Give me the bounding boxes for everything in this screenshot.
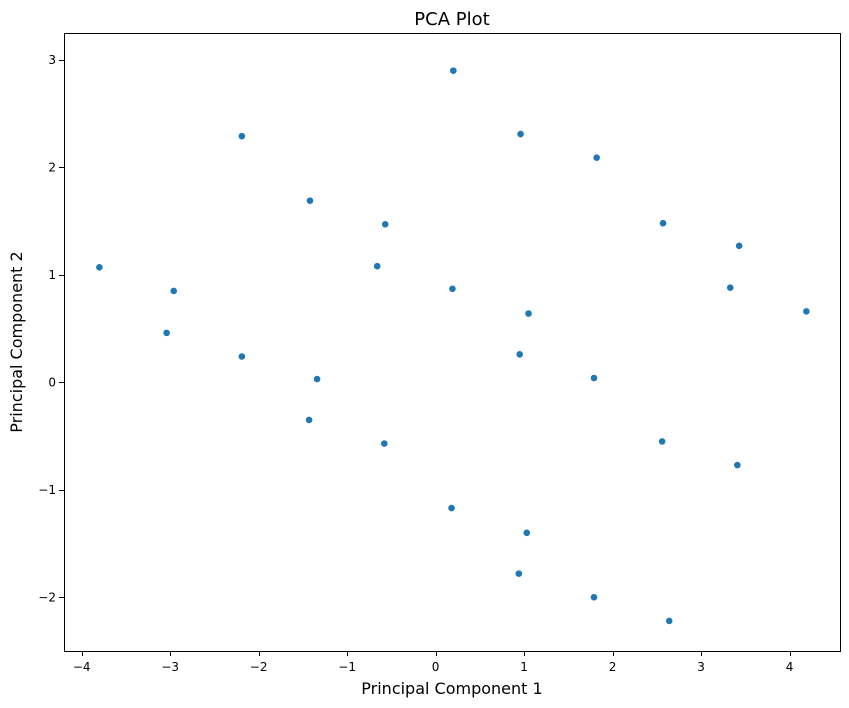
y-tick-label: 0 — [48, 375, 56, 389]
x-tick-label: 4 — [786, 660, 794, 674]
x-tick-label: −4 — [73, 660, 91, 674]
x-axis-label: Principal Component 1 — [361, 679, 542, 698]
data-point — [448, 284, 457, 293]
data-point — [380, 439, 389, 448]
data-point — [590, 374, 598, 382]
data-point — [447, 504, 456, 512]
data-point — [306, 196, 314, 205]
data-point — [590, 593, 598, 602]
x-tick-label: 0 — [432, 660, 440, 674]
data-point — [524, 309, 533, 318]
data-point — [162, 328, 171, 337]
data-point — [726, 283, 735, 292]
data-point — [592, 153, 601, 162]
data-point — [522, 528, 531, 537]
data-point — [802, 307, 811, 316]
data-point — [313, 375, 321, 383]
data-point — [515, 350, 524, 359]
points-layer — [95, 66, 811, 625]
x-tick-label: −3 — [161, 660, 179, 674]
data-point — [516, 130, 525, 138]
data-point — [665, 617, 674, 625]
y-tick-label: −2 — [38, 590, 56, 604]
y-tick-label: 3 — [48, 53, 56, 67]
data-point — [237, 132, 246, 141]
x-tick-label: 3 — [697, 660, 705, 674]
ticks-layer: −4 −3 −2 −1 0 1 2 3 4 −2 −1 0 1 2 3 — [38, 53, 793, 674]
plot-frame — [64, 33, 841, 652]
data-point — [735, 241, 744, 250]
data-point — [169, 287, 178, 295]
data-point — [237, 352, 246, 361]
x-tick-label: −2 — [250, 660, 268, 674]
y-tick-label: 2 — [48, 160, 56, 174]
chart-title: PCA Plot — [414, 9, 489, 30]
data-point — [449, 66, 458, 75]
data-point — [305, 416, 313, 424]
data-point — [658, 437, 667, 446]
y-tick-label: −1 — [38, 483, 56, 497]
x-tick-label: 2 — [609, 660, 617, 674]
y-tick-label: 1 — [48, 268, 56, 282]
data-point — [95, 263, 104, 272]
data-point — [733, 461, 742, 469]
x-tick-label: −1 — [338, 660, 356, 674]
data-point — [659, 219, 667, 228]
data-point — [381, 220, 390, 229]
y-axis-label: Principal Component 2 — [7, 251, 26, 432]
data-point — [514, 569, 523, 578]
data-point — [373, 262, 382, 271]
x-tick-label: 1 — [520, 660, 528, 674]
